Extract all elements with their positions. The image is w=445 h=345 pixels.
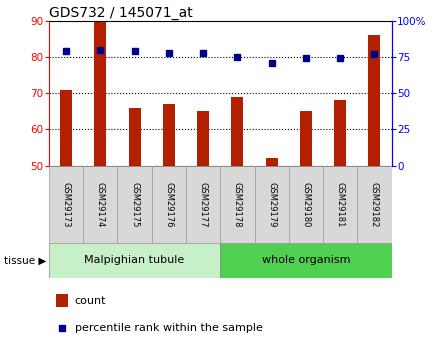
Bar — [231, 97, 243, 166]
Bar — [323, 166, 357, 243]
Bar — [197, 111, 209, 166]
Bar — [129, 108, 141, 166]
Bar — [357, 166, 392, 243]
Bar — [163, 104, 175, 166]
Bar — [49, 243, 220, 278]
Bar — [117, 166, 152, 243]
Bar — [266, 158, 278, 166]
Bar — [334, 100, 346, 166]
Text: count: count — [75, 296, 106, 306]
Text: GSM29177: GSM29177 — [198, 182, 208, 227]
Text: percentile rank within the sample: percentile rank within the sample — [75, 323, 263, 333]
Text: GSM29176: GSM29176 — [164, 182, 174, 227]
Text: Malpighian tubule: Malpighian tubule — [85, 256, 185, 265]
Text: GSM29182: GSM29182 — [370, 182, 379, 227]
Text: GSM29179: GSM29179 — [267, 182, 276, 227]
Text: GSM29181: GSM29181 — [336, 182, 345, 227]
Bar — [49, 166, 83, 243]
Text: GSM29174: GSM29174 — [96, 182, 105, 227]
Text: GSM29178: GSM29178 — [233, 182, 242, 227]
Text: tissue ▶: tissue ▶ — [4, 256, 47, 265]
Text: GSM29173: GSM29173 — [61, 182, 71, 227]
Bar — [83, 166, 117, 243]
Bar — [300, 111, 312, 166]
Bar — [289, 166, 323, 243]
Bar — [220, 166, 255, 243]
Bar — [60, 90, 72, 166]
Bar — [152, 166, 186, 243]
Bar — [56, 294, 68, 307]
Text: GSM29175: GSM29175 — [130, 182, 139, 227]
Bar — [94, 21, 106, 166]
Bar — [220, 243, 392, 278]
Bar — [186, 166, 220, 243]
Bar — [368, 35, 380, 166]
Bar — [255, 166, 289, 243]
Text: GDS732 / 145071_at: GDS732 / 145071_at — [49, 6, 193, 20]
Text: whole organism: whole organism — [262, 256, 350, 265]
Text: GSM29180: GSM29180 — [301, 182, 311, 227]
